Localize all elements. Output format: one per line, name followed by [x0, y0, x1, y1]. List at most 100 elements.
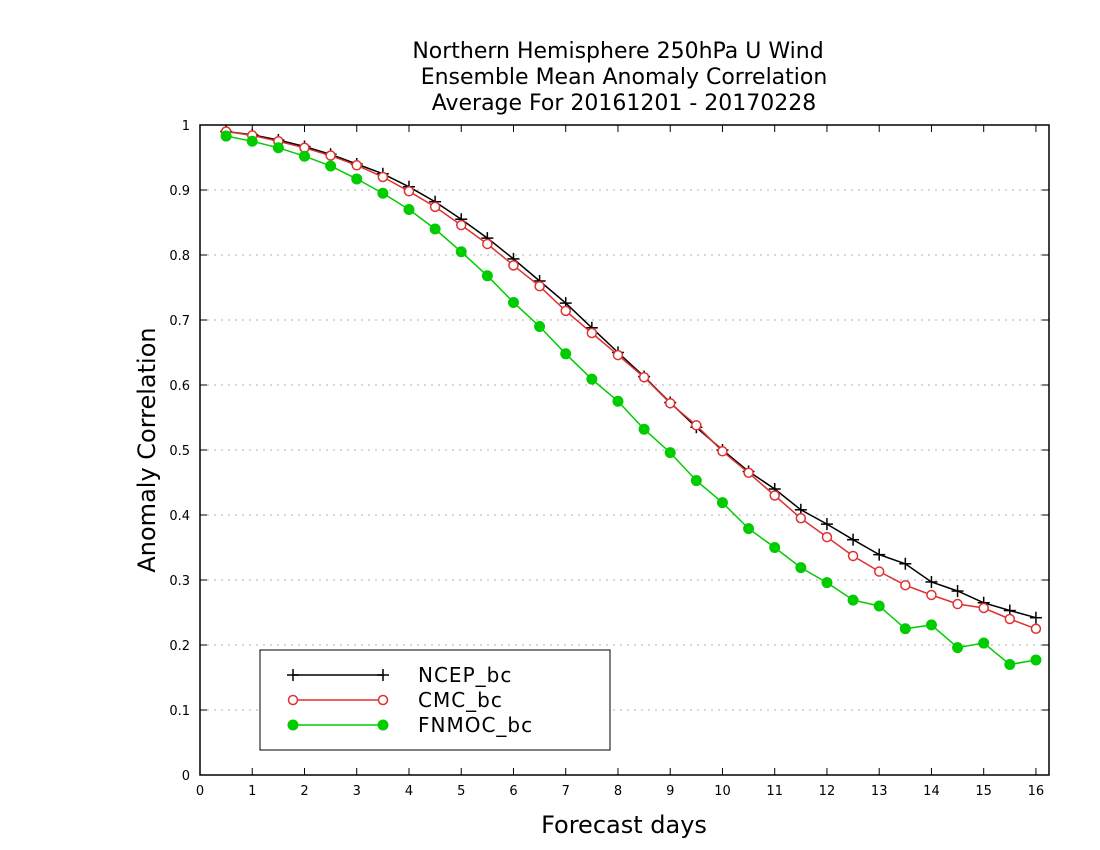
data-point-cmc-bc	[534, 280, 545, 292]
data-point-ncep-bc	[899, 557, 912, 570]
x-tick-label: 8	[614, 784, 622, 799]
data-point-fnmoc-bc	[220, 130, 232, 142]
data-point-ncep-bc	[820, 518, 833, 531]
data-point-cmc-bc	[351, 160, 362, 171]
data-point-fnmoc-bc	[325, 160, 337, 172]
data-point-cmc-bc	[743, 467, 754, 478]
data-point-cmc-bc	[612, 349, 624, 361]
data-point-fnmoc-bc	[769, 542, 781, 553]
data-point-ncep-bc	[925, 575, 938, 588]
legend-item-cmc-bc: CMC_bc	[287, 688, 503, 712]
data-point-fnmoc-bc	[847, 594, 859, 606]
x-tick-label: 5	[457, 784, 465, 799]
data-point-fnmoc-bc	[690, 475, 702, 487]
data-point-cmc-bc	[717, 446, 728, 457]
data-point-cmc-bc	[508, 260, 519, 271]
legend-label-cmc-bc: CMC_bc	[418, 688, 503, 712]
y-tick-label: 0.4	[169, 509, 190, 524]
data-point-fnmoc-bc	[978, 637, 990, 649]
series-fnmoc-bc	[220, 130, 1042, 670]
data-point-fnmoc-bc	[873, 600, 885, 612]
x-tick-label: 2	[300, 784, 308, 799]
legend-label-ncep-bc: NCEP_bc	[418, 663, 512, 687]
x-tick-label: 15	[975, 784, 992, 799]
data-point-fnmoc-bc	[272, 142, 284, 154]
axes: 00.10.20.30.40.50.60.70.80.910 1 2 3 4 5 6 7 8 9 1…	[169, 119, 1049, 799]
data-point-ncep-bc	[873, 548, 886, 561]
legend-marker-end-ncep-bc	[377, 669, 389, 681]
data-point-fnmoc-bc	[743, 523, 755, 535]
x-tick-label: 13	[871, 784, 888, 799]
data-point-cmc-bc	[691, 420, 702, 431]
y-tick-label: 0.1	[169, 704, 190, 719]
data-point-cmc-bc	[638, 371, 650, 383]
legend-label-fnmoc-bc: FNMOC_bc	[418, 713, 533, 737]
data-point-fnmoc-bc	[507, 296, 519, 308]
series-line-cmc-bc	[225, 130, 1037, 630]
y-tick-label: 0.3	[169, 574, 190, 589]
data-point-cmc-bc	[586, 327, 598, 339]
y-axis-title: Anomaly Correlation	[133, 327, 161, 572]
data-point-cmc-bc	[952, 598, 963, 610]
x-tick-label: 3	[353, 784, 361, 799]
x-tick-label: 9	[666, 784, 674, 799]
data-point-fnmoc-bc	[795, 562, 807, 574]
y-tick-label: 0.8	[169, 249, 190, 264]
data-point-fnmoc-bc	[612, 395, 624, 407]
y-tick-label: 0.7	[169, 314, 190, 329]
data-point-fnmoc-bc	[1004, 659, 1016, 670]
data-point-fnmoc-bc	[716, 497, 728, 509]
data-point-fnmoc-bc	[534, 321, 546, 332]
data-point-cmc-bc	[1004, 613, 1016, 625]
data-point-fnmoc-bc	[455, 246, 467, 258]
data-point-cmc-bc	[664, 397, 676, 409]
series-ncep-bc	[220, 125, 1042, 624]
series-line-ncep-bc	[226, 130, 1037, 619]
data-point-fnmoc-bc	[821, 577, 833, 589]
data-point-cmc-bc	[403, 186, 415, 197]
data-point-cmc-bc	[926, 589, 937, 601]
grid	[200, 189, 1049, 711]
data-point-fnmoc-bc	[899, 623, 911, 635]
data-point-ncep-bc	[951, 585, 964, 598]
data-point-fnmoc-bc	[377, 187, 389, 199]
data-point-cmc-bc	[1030, 623, 1042, 634]
series-line-fnmoc-bc	[225, 135, 1037, 666]
x-tick-label: 1	[248, 784, 256, 799]
x-tick-label: 14	[923, 784, 940, 799]
data-point-cmc-bc	[900, 579, 911, 591]
data-point-fnmoc-bc	[481, 270, 493, 282]
data-point-fnmoc-bc	[638, 423, 650, 435]
legend-marker-end-fnmoc-bc	[377, 719, 389, 731]
x-tick-label: 4	[405, 784, 413, 799]
data-point-cmc-bc	[978, 602, 989, 614]
x-tick-label: 10	[714, 784, 731, 799]
x-axis-title: Forecast days	[541, 811, 707, 839]
x-tick-label: 6	[509, 784, 517, 799]
data-point-cmc-bc	[560, 305, 571, 317]
data-point-fnmoc-bc	[925, 619, 937, 631]
data-point-fnmoc-bc	[560, 348, 572, 360]
data-point-fnmoc-bc	[586, 373, 598, 385]
data-point-fnmoc-bc	[664, 447, 676, 459]
data-point-cmc-bc	[482, 238, 493, 250]
data-point-fnmoc-bc	[298, 150, 310, 162]
data-point-fnmoc-bc	[351, 173, 363, 185]
y-tick-label: 0.9	[169, 184, 190, 199]
x-tick-label: 16	[1028, 784, 1045, 799]
y-tick-label: 1	[182, 119, 190, 134]
x-tick-label: 11	[766, 784, 783, 799]
data-point-cmc-bc	[769, 490, 780, 501]
y-tick-label: 0.2	[169, 639, 190, 654]
x-tick-label: 7	[562, 784, 570, 799]
data-point-ncep-bc	[1029, 611, 1042, 624]
data-point-ncep-bc	[847, 533, 860, 546]
legend-marker-start-cmc-bc	[287, 694, 299, 706]
chart-title-line-2: Ensemble Mean Anomaly Correlation	[421, 65, 828, 90]
legend-item-ncep-bc: NCEP_bc	[287, 663, 512, 687]
legend-marker-end-cmc-bc	[377, 694, 389, 706]
chart-title-line-3: Average For 20161201 - 20170228	[432, 91, 817, 116]
y-tick-label: 0	[182, 769, 190, 784]
